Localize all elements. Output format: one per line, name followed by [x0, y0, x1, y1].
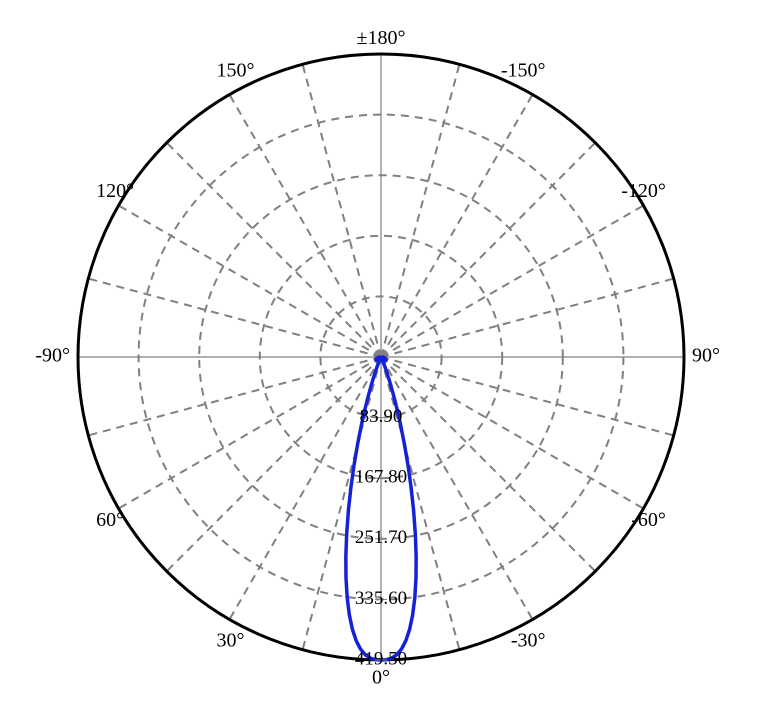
angle-label: 0°: [372, 667, 390, 689]
angle-label: -150°: [501, 60, 546, 82]
radial-label: 251.70: [355, 527, 407, 548]
angle-label: 60°: [96, 509, 124, 531]
angle-label: 120°: [96, 180, 134, 202]
radial-label: 167.80: [355, 467, 407, 488]
angle-label: -30°: [511, 629, 546, 651]
radial-label: 335.60: [355, 588, 407, 609]
angle-label: -90°: [35, 345, 70, 367]
angle-label: -60°: [631, 509, 666, 531]
angle-label: 150°: [217, 60, 255, 82]
angle-label: 30°: [217, 629, 245, 651]
radial-label: 83.90: [360, 406, 403, 427]
angle-label: -120°: [621, 180, 666, 202]
angle-label: ±180°: [357, 27, 406, 49]
angle-label: 90°: [692, 345, 720, 367]
polar-chart-svg: 83.90167.80251.70335.60419.500°30°60°90°…: [0, 0, 763, 715]
polar-chart: 83.90167.80251.70335.60419.500°30°60°90°…: [0, 0, 763, 715]
